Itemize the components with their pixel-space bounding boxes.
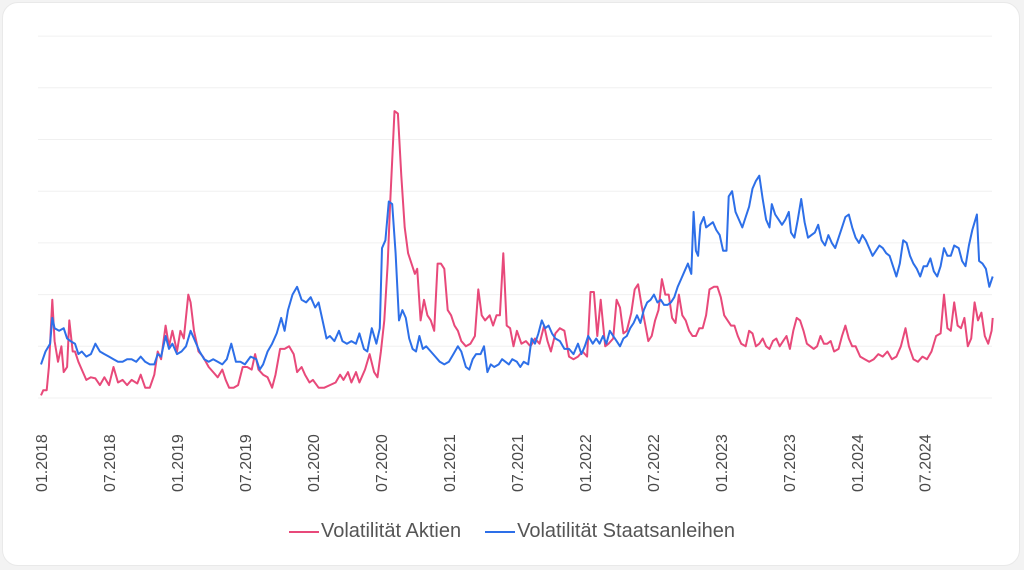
x-tick-label: 07.2020: [374, 434, 391, 492]
x-tick-label: 01.2018: [34, 434, 51, 492]
x-tick-label: 07.2022: [646, 434, 663, 492]
legend-item-staatsanleihen[interactable]: Volatilität Staatsanleihen: [485, 520, 735, 543]
legend: Volatilität Aktien Volatilität Staatsanl…: [0, 520, 1024, 543]
x-tick-label: 07.2023: [782, 434, 799, 492]
x-tick-label: 07.2021: [510, 434, 527, 492]
legend-label-aktien: Volatilität Aktien: [320, 520, 462, 542]
x-tick-label: 01.2019: [170, 434, 187, 492]
x-tick-label: 01.2024: [850, 434, 867, 492]
x-tick-label: 01.2023: [714, 434, 731, 492]
x-tick-label: 07.2019: [238, 434, 255, 492]
x-tick-label: 07.2024: [918, 434, 935, 492]
series-line-aktien: [40, 110, 994, 396]
x-tick-label: 01.2022: [578, 434, 595, 492]
series-lines: [40, 110, 994, 396]
x-tick-label: 01.2021: [442, 434, 459, 492]
legend-item-aktien[interactable]: Volatilität Aktien: [288, 520, 462, 543]
x-tick-label: 01.2020: [306, 434, 323, 492]
series-line-staatsanleihen: [40, 174, 994, 374]
legend-label-staatsanleihen: Volatilität Staatsanleihen: [517, 520, 736, 542]
legend-swatch-staatsanleihen: [485, 530, 516, 533]
legend-swatch-aktien: [288, 530, 319, 533]
x-tick-label: 07.2018: [102, 434, 119, 492]
x-axis-ticks: 01.2018 07.2018 01.2019 07.2019 01.2020 07.20…: [34, 434, 935, 492]
